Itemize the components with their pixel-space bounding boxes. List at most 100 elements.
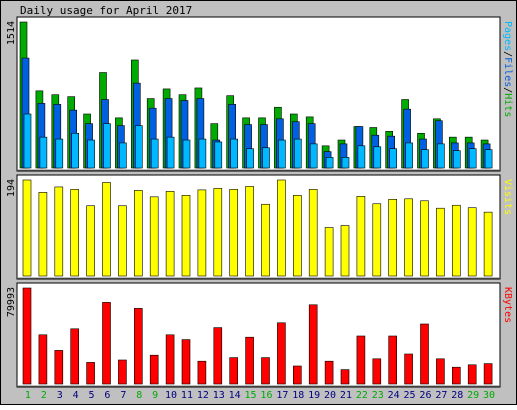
bar-pages-day-12: [198, 138, 207, 169]
bar-visits-day-8: [134, 190, 143, 277]
bar-visits-day-2: [38, 192, 48, 277]
bar-pages-day-24: [389, 148, 398, 169]
bar-pages-day-13: [214, 141, 223, 169]
bar-kbytes-day-1: [22, 287, 32, 385]
day-label-21: 21: [340, 390, 352, 401]
bar-visits-day-3: [54, 186, 64, 277]
panel-3-max-label: 79993: [6, 287, 17, 317]
series-label-part: Pages: [502, 21, 513, 51]
bar-visits-day-23: [372, 203, 382, 277]
day-label-27: 27: [435, 390, 447, 401]
series-label-part: KBytes: [502, 287, 513, 323]
bar-kbytes-day-28: [451, 366, 461, 385]
bar-visits-day-1: [22, 179, 32, 277]
day-label-9: 9: [152, 390, 158, 401]
bar-visits-day-28: [451, 204, 461, 277]
day-label-2: 2: [41, 390, 47, 401]
bar-kbytes-day-17: [277, 322, 286, 385]
panel-1-series-label: Pages/Files/Hits: [502, 21, 513, 117]
bar-kbytes-day-9: [149, 354, 159, 385]
bar-pages-day-21: [341, 157, 350, 169]
panel-area: [16, 282, 501, 388]
bar-visits-day-16: [261, 203, 270, 277]
bar-kbytes-day-21: [340, 369, 350, 385]
bar-kbytes-day-11: [181, 339, 191, 385]
day-label-23: 23: [372, 390, 384, 401]
bar-pages-day-2: [39, 136, 48, 169]
bar-visits-day-5: [86, 205, 95, 277]
bar-kbytes-day-3: [54, 350, 64, 385]
bar-visits-day-9: [149, 196, 159, 277]
bar-visits-day-20: [324, 227, 334, 277]
day-label-26: 26: [419, 390, 431, 401]
day-label-28: 28: [451, 390, 463, 401]
bar-pages-day-1: [23, 113, 32, 169]
bar-visits-day-21: [340, 225, 350, 277]
series-label-part: Hits: [502, 93, 513, 117]
bar-pages-day-5: [87, 139, 95, 169]
panel-2: 194 Visits: [6, 174, 513, 280]
panel-3-series-label: KBytes: [502, 287, 513, 323]
bar-visits-day-22: [356, 196, 366, 277]
day-label-12: 12: [197, 390, 209, 401]
panel-area: [16, 174, 501, 280]
bar-pages-day-25: [405, 142, 413, 169]
bar-pages-day-7: [119, 142, 127, 169]
bar-visits-day-10: [165, 191, 175, 277]
bar-kbytes-day-12: [197, 360, 207, 385]
bar-pages-day-16: [262, 147, 270, 169]
bar-kbytes-day-19: [308, 304, 318, 385]
day-label-5: 5: [89, 390, 95, 401]
day-label-8: 8: [136, 390, 142, 401]
panel-2-max-label: 194: [6, 179, 17, 197]
day-label-18: 18: [292, 390, 304, 401]
chart-title: Daily usage for April 2017: [20, 4, 192, 17]
bar-visits-day-13: [213, 188, 223, 277]
bar-pages-day-17: [278, 139, 286, 169]
bar-kbytes-day-23: [372, 358, 382, 385]
day-label-29: 29: [467, 390, 479, 401]
day-label-22: 22: [356, 390, 368, 401]
day-label-1: 1: [25, 390, 31, 401]
bar-pages-day-8: [135, 125, 143, 169]
bar-visits-day-7: [118, 205, 127, 277]
panel-1: 1514 Pages/Files/Hits: [6, 16, 513, 172]
bar-kbytes-day-15: [245, 336, 254, 385]
bar-visits-day-4: [70, 189, 79, 277]
bar-kbytes-day-7: [118, 359, 127, 385]
day-label-17: 17: [276, 390, 288, 401]
bar-pages-day-3: [55, 138, 64, 169]
panel-2-series-label: Visits: [502, 179, 513, 215]
bar-kbytes-day-24: [388, 335, 398, 385]
day-label-24: 24: [388, 390, 400, 401]
bar-pages-day-28: [452, 150, 461, 169]
bar-kbytes-day-25: [404, 353, 413, 385]
bar-pages-day-11: [182, 139, 191, 169]
day-label-13: 13: [213, 390, 225, 401]
day-label-10: 10: [165, 390, 177, 401]
day-label-4: 4: [73, 390, 79, 401]
bar-kbytes-day-4: [70, 328, 79, 385]
bar-pages-day-4: [71, 132, 79, 169]
bar-pages-day-19: [309, 143, 318, 169]
day-labels: 1 2 3 4 5 6 7 8 9 10 11 12 13 14 15 16 17 18 19 20 21 22 23 24 2…: [25, 390, 495, 401]
bar-kbytes-day-29: [467, 364, 477, 385]
bar-visits-day-18: [292, 195, 302, 277]
bar-kbytes-day-27: [436, 358, 445, 385]
day-label-3: 3: [57, 390, 63, 401]
bar-kbytes-day-10: [165, 334, 175, 385]
bar-visits-day-30: [483, 211, 493, 277]
day-label-6: 6: [104, 390, 110, 401]
bar-kbytes-day-2: [38, 334, 48, 385]
bar-pages-day-20: [325, 157, 334, 169]
day-label-30: 30: [483, 390, 495, 401]
panel-3: 79993 KBytes: [6, 282, 513, 388]
series-label-part: Visits: [502, 179, 513, 215]
day-label-7: 7: [120, 390, 126, 401]
bar-pages-day-18: [293, 138, 302, 169]
day-label-11: 11: [181, 390, 193, 401]
day-label-16: 16: [260, 390, 272, 401]
bar-pages-day-6: [103, 123, 111, 169]
bar-visits-day-12: [197, 189, 207, 277]
bar-pages-day-29: [468, 148, 477, 169]
